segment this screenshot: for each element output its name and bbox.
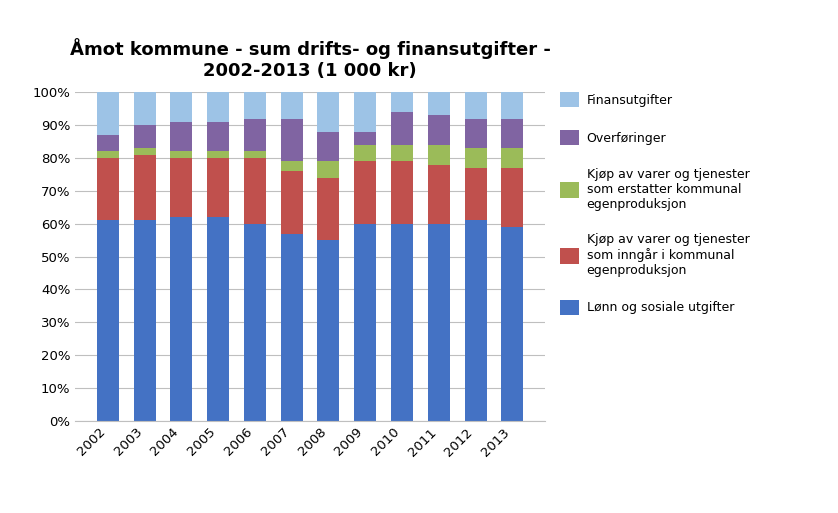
Bar	[96, 221, 119, 421]
Bar	[354, 161, 376, 224]
Bar	[391, 92, 413, 112]
Bar	[501, 92, 524, 119]
Bar	[170, 151, 193, 158]
Bar	[501, 148, 524, 168]
Bar	[133, 125, 156, 148]
Bar	[281, 171, 303, 233]
Bar	[318, 177, 339, 240]
Bar	[354, 145, 376, 161]
Bar	[96, 158, 119, 221]
Bar	[427, 92, 450, 115]
Bar	[318, 240, 339, 421]
Title: Åmot kommune - sum drifts- og finansutgifter -
2002-2013 (1 000 kr): Åmot kommune - sum drifts- og finansutgi…	[70, 38, 551, 80]
Bar	[391, 161, 413, 224]
Bar	[244, 119, 266, 151]
Bar	[133, 155, 156, 221]
Bar	[207, 217, 229, 421]
Bar	[207, 158, 229, 217]
Bar	[170, 122, 193, 151]
Bar	[318, 132, 339, 161]
Bar	[427, 115, 450, 145]
Bar	[318, 161, 339, 177]
Bar	[427, 145, 450, 165]
Bar	[281, 161, 303, 171]
Bar	[281, 92, 303, 119]
Bar	[244, 158, 266, 224]
Bar	[354, 92, 376, 132]
Bar	[501, 119, 524, 148]
Bar	[244, 224, 266, 421]
Bar	[96, 135, 119, 151]
Bar	[96, 92, 119, 135]
Bar	[170, 158, 193, 217]
Bar	[354, 132, 376, 145]
Bar	[501, 227, 524, 421]
Bar	[133, 221, 156, 421]
Bar	[96, 151, 119, 158]
Bar	[170, 92, 193, 122]
Bar	[464, 148, 487, 168]
Bar	[391, 224, 413, 421]
Bar	[391, 112, 413, 145]
Bar	[318, 92, 339, 132]
Bar	[281, 233, 303, 421]
Bar	[391, 145, 413, 161]
Bar	[207, 151, 229, 158]
Legend: Finansutgifter, Overføringer, Kjøp av varer og tjenester
som erstatter kommunal
: Finansutgifter, Overføringer, Kjøp av va…	[561, 92, 749, 315]
Bar	[427, 165, 450, 224]
Bar	[501, 168, 524, 227]
Bar	[207, 92, 229, 122]
Bar	[207, 122, 229, 151]
Bar	[281, 119, 303, 161]
Bar	[133, 92, 156, 125]
Bar	[464, 119, 487, 148]
Bar	[464, 92, 487, 119]
Bar	[244, 92, 266, 119]
Bar	[354, 224, 376, 421]
Bar	[464, 168, 487, 221]
Bar	[244, 151, 266, 158]
Bar	[170, 217, 193, 421]
Bar	[427, 224, 450, 421]
Bar	[133, 148, 156, 155]
Bar	[464, 221, 487, 421]
